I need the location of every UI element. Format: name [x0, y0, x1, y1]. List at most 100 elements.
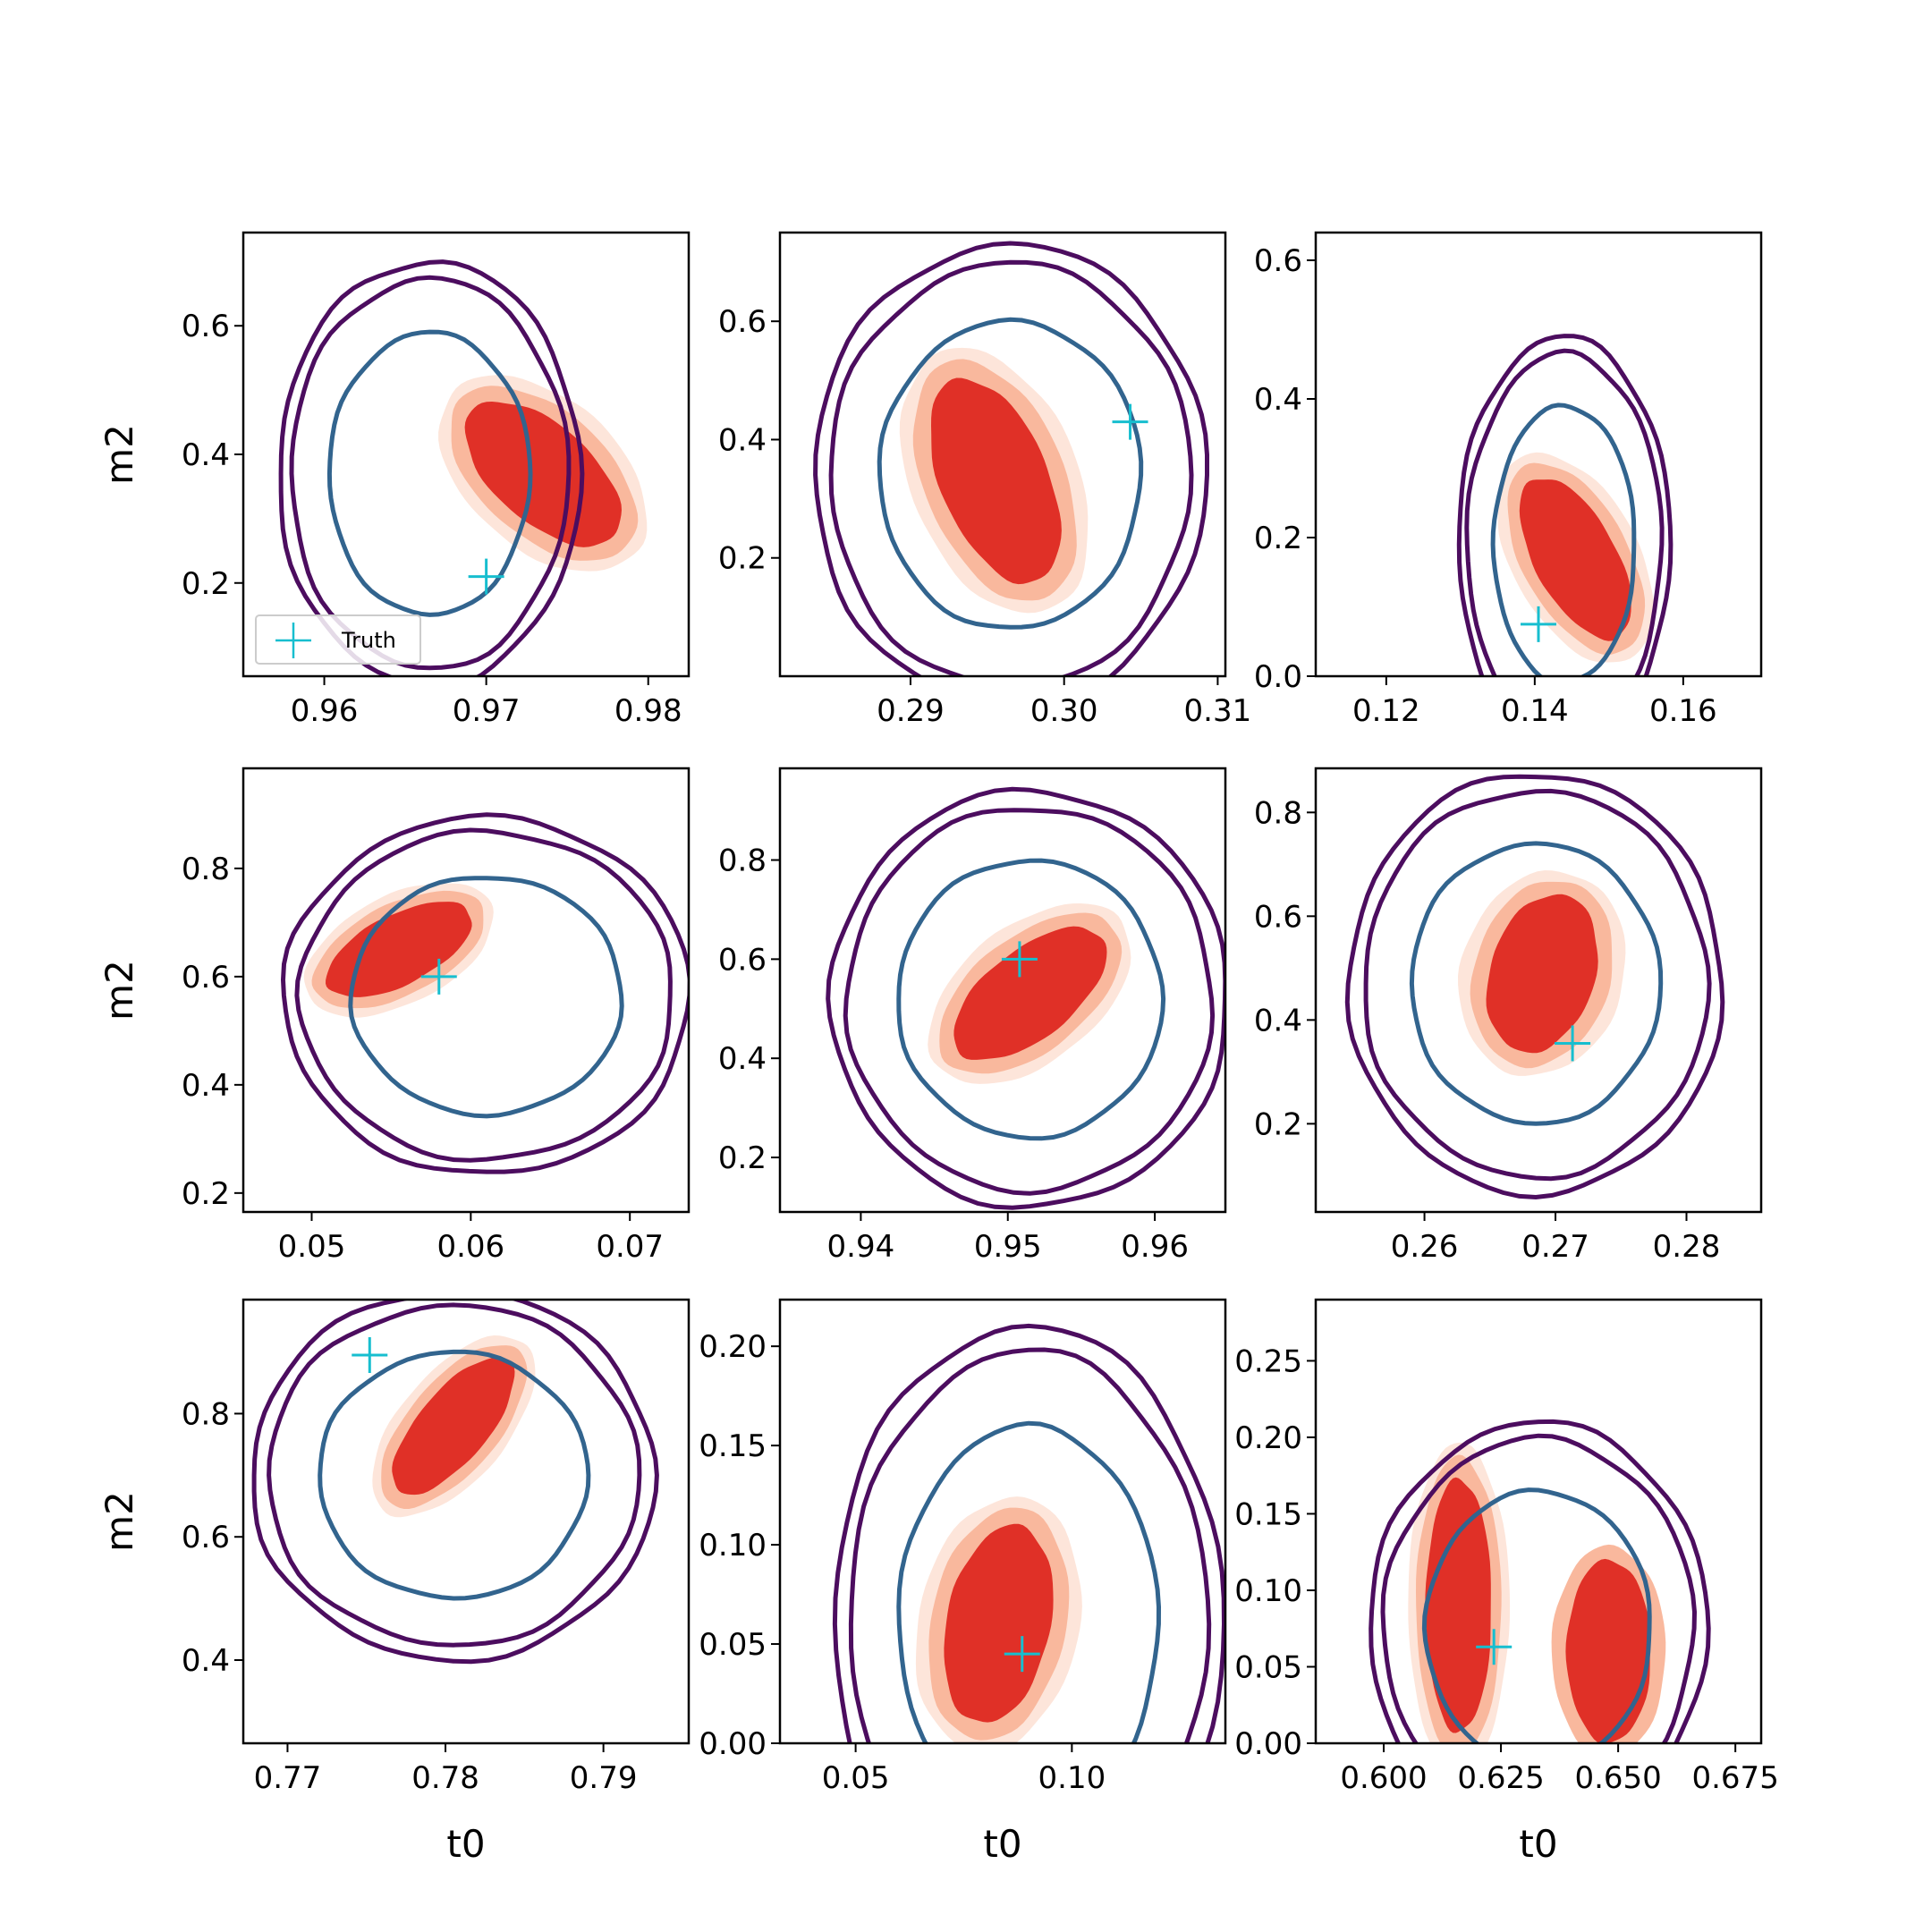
- y-tick-label: 0.6: [182, 309, 230, 344]
- y-tick-label: 0.4: [182, 437, 230, 473]
- y-tick-label: 0.2: [1254, 1106, 1302, 1142]
- contour-inner: [1490, 402, 1637, 676]
- subplot-8: 0.05 0.10 0.00 0.05 0.10 0.15 0.20 t0: [699, 1298, 1227, 1866]
- y-tick-label: 0.6: [182, 960, 230, 996]
- x-tick-label: 0.95: [974, 1229, 1042, 1265]
- subplot-4: 0.05 0.06 0.07 0.2 0.4 0.6 0.8 m2: [97, 767, 691, 1265]
- plot-area: [278, 259, 648, 676]
- posterior-fill-core: [1486, 894, 1598, 1054]
- x-tick-label: 0.27: [1521, 1229, 1589, 1265]
- contour-outer: [832, 1323, 1225, 1743]
- contour-outer: [1344, 774, 1725, 1200]
- contour-mid: [289, 275, 572, 671]
- legend: Truth: [255, 614, 421, 665]
- y-tick-label: 0.8: [1254, 795, 1302, 831]
- x-tick-label: 0.12: [1352, 693, 1420, 729]
- contour-inner: [896, 858, 1166, 1141]
- y-tick-label: 0.6: [1254, 899, 1302, 935]
- x-axis-label: t0: [983, 1822, 1021, 1866]
- y-tick-label: 0.15: [1234, 1496, 1302, 1532]
- x-tick-label: 0.78: [411, 1760, 479, 1796]
- y-tick-label: 0.2: [718, 541, 767, 577]
- x-tick-label: 0.97: [453, 693, 521, 729]
- y-tick-label: 0.20: [1234, 1420, 1302, 1456]
- posterior-fill-core: [931, 377, 1062, 585]
- y-tick-label: 0.8: [182, 852, 230, 887]
- y-tick-label: 0.4: [1254, 382, 1302, 418]
- contour-mid: [843, 808, 1216, 1196]
- y-tick-label: 0.15: [699, 1428, 767, 1464]
- axes-frame: [1314, 767, 1763, 1214]
- y-axis-label: m2: [97, 424, 141, 485]
- plot-area: [1456, 334, 1674, 676]
- plot-area: [251, 1300, 659, 1665]
- subplot-7: 0.77 0.78 0.79 0.4 0.6 0.8 t0 m2: [97, 1298, 691, 1866]
- y-tick-label: 0.05: [699, 1627, 767, 1663]
- x-tick-label: 0.600: [1340, 1760, 1427, 1796]
- y-tick-label: 0.8: [718, 843, 767, 879]
- y-tick-label: 0.10: [699, 1528, 767, 1563]
- legend-label: Truth: [341, 628, 396, 653]
- subplot-2: 0.29 0.30 0.31 0.2 0.4 0.6: [718, 231, 1252, 729]
- plot-area: [1344, 774, 1725, 1200]
- contour-inner: [1421, 1487, 1652, 1743]
- contour-mid: [828, 259, 1194, 676]
- x-tick-label: 0.675: [1691, 1760, 1778, 1796]
- x-axis-label: t0: [1519, 1822, 1557, 1866]
- plot-area: [826, 786, 1225, 1210]
- y-tick-label: 0.4: [718, 422, 767, 458]
- contour-inner: [348, 876, 624, 1119]
- subplot-3: 0.12 0.14 0.16 0.0 0.2 0.4 0.6: [1254, 231, 1763, 729]
- x-tick-label: 0.98: [614, 693, 682, 729]
- plot-area: [280, 812, 689, 1174]
- axes-frame: [778, 231, 1227, 678]
- x-tick-label: 0.650: [1574, 1760, 1661, 1796]
- posterior-fill-core: [464, 402, 622, 547]
- subplot-6: 0.26 0.27 0.28 0.2 0.4 0.6 0.8: [1254, 767, 1763, 1265]
- contour-inner: [318, 1349, 591, 1601]
- x-axis-label: t0: [446, 1822, 485, 1866]
- contour-mid: [294, 827, 673, 1163]
- x-tick-label: 0.26: [1391, 1229, 1459, 1265]
- y-tick-label: 0.20: [699, 1329, 767, 1365]
- x-tick-label: 0.96: [291, 693, 359, 729]
- subplot-9: 0.600 0.625 0.650 0.675 0.00 0.05 0.10 0.15 0.20…: [1234, 1298, 1779, 1866]
- posterior-fill-core: [326, 902, 472, 997]
- x-tick-label: 0.05: [278, 1229, 346, 1265]
- contour-outer: [1456, 334, 1674, 676]
- y-tick-label: 0.6: [182, 1520, 230, 1555]
- axes-frame: [242, 767, 691, 1214]
- y-tick-label: 0.6: [1254, 243, 1302, 279]
- contour-mid: [1380, 1433, 1698, 1743]
- contour-outer: [280, 812, 689, 1174]
- x-tick-label: 0.28: [1653, 1229, 1721, 1265]
- x-tick-label: 0.77: [254, 1760, 322, 1796]
- y-tick-label: 0.2: [182, 566, 230, 602]
- x-tick-label: 0.31: [1184, 693, 1252, 729]
- contour-inner: [1409, 841, 1664, 1126]
- y-tick-label: 0.8: [182, 1396, 230, 1432]
- posterior-fill-core: [392, 1357, 515, 1496]
- posterior-fill-core: [953, 926, 1107, 1060]
- x-tick-label: 0.10: [1038, 1760, 1106, 1796]
- contour-outer: [826, 786, 1225, 1210]
- plot-area: [832, 1323, 1225, 1743]
- x-tick-label: 0.96: [1121, 1229, 1189, 1265]
- y-tick-label: 0.6: [718, 942, 767, 978]
- axes-frame: [1314, 1298, 1763, 1745]
- x-tick-label: 0.05: [822, 1760, 890, 1796]
- y-tick-label: 0.2: [1254, 521, 1302, 556]
- y-tick-label: 0.2: [182, 1176, 230, 1212]
- x-tick-label: 0.30: [1030, 693, 1098, 729]
- y-tick-label: 0.6: [718, 304, 767, 340]
- axes-frame: [1314, 231, 1763, 678]
- posterior-fill-core: [1425, 1477, 1491, 1733]
- x-tick-label: 0.29: [877, 693, 945, 729]
- x-tick-label: 0.06: [436, 1229, 504, 1265]
- subplot-5: 0.94 0.95 0.96 0.2 0.4 0.6 0.8: [718, 767, 1227, 1265]
- x-tick-label: 0.16: [1649, 693, 1717, 729]
- y-tick-label: 0.00: [1234, 1726, 1302, 1762]
- legend-box: [255, 614, 421, 665]
- subplot-1: 0.96 0.97 0.98 0.2 0.4 0.6 m2: [97, 231, 691, 729]
